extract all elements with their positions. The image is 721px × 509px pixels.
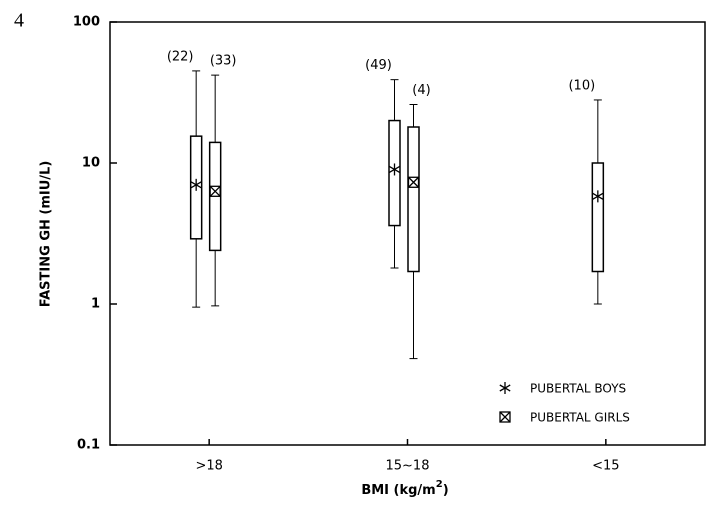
x-tick-label: >18 bbox=[195, 459, 222, 474]
y-axis-label: FASTING GH (mIU/L) bbox=[39, 161, 54, 308]
y-tick-label: 10 bbox=[82, 156, 100, 171]
asterisk-stroke bbox=[388, 165, 401, 174]
legend-marker bbox=[499, 382, 511, 394]
marker-cross bbox=[408, 176, 419, 188]
x-label-superscript: 2 bbox=[436, 479, 443, 490]
x-axis-label: BMI (kg/m2) bbox=[361, 479, 448, 498]
legend-marker bbox=[499, 411, 511, 423]
asterisk-stroke bbox=[499, 384, 511, 392]
count-label: (22) bbox=[167, 49, 194, 64]
x-tick-label: 15~18 bbox=[386, 459, 430, 474]
count-label: (49) bbox=[365, 58, 392, 73]
asterisk-stroke bbox=[592, 192, 604, 200]
x-label-text: BMI (kg/m bbox=[361, 483, 435, 498]
marker-cross bbox=[209, 185, 221, 197]
marker-cross bbox=[499, 411, 511, 423]
median-marker bbox=[407, 176, 420, 188]
count-label: (33) bbox=[210, 54, 237, 69]
x-tick-label: <15 bbox=[592, 459, 619, 474]
box bbox=[407, 126, 420, 273]
median-marker bbox=[592, 190, 604, 203]
median-marker bbox=[190, 178, 202, 191]
y-tick-label: 0.1 bbox=[77, 438, 100, 453]
figure-label: 4 bbox=[14, 10, 24, 32]
legend-label: PUBERTAL BOYS bbox=[530, 382, 626, 396]
median-marker bbox=[209, 185, 221, 197]
count-label: (10) bbox=[568, 78, 595, 93]
median-marker bbox=[388, 163, 401, 176]
y-tick-label: 100 bbox=[73, 15, 100, 30]
asterisk-stroke bbox=[190, 181, 202, 189]
count-label: (4) bbox=[412, 83, 430, 98]
legend-label: PUBERTAL GIRLS bbox=[530, 411, 630, 425]
box bbox=[591, 162, 605, 273]
y-tick-label: 1 bbox=[91, 297, 100, 312]
x-label-suffix: ) bbox=[443, 483, 449, 498]
